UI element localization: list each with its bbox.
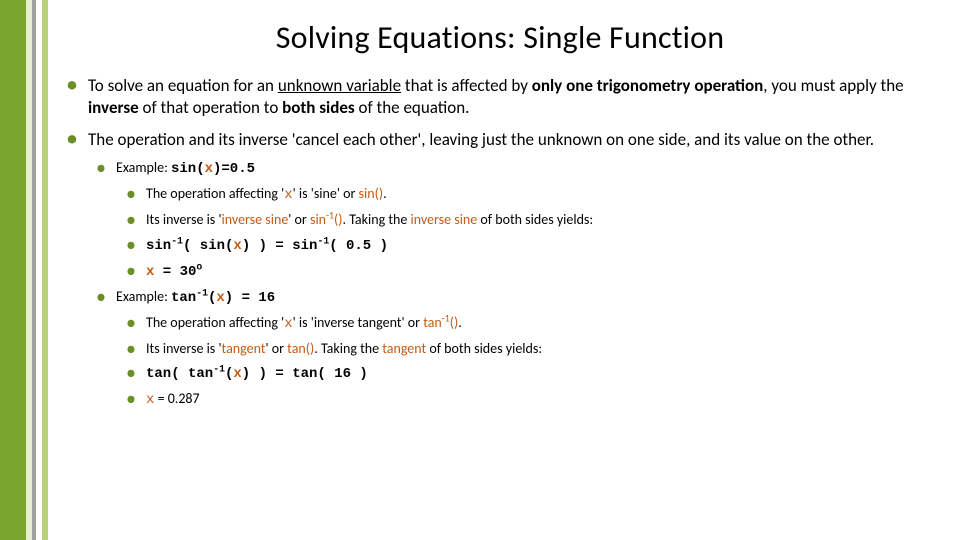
- text: To solve an equation for an: [88, 75, 278, 96]
- text: ' or: [265, 340, 287, 357]
- side-accent: [0, 0, 48, 540]
- text: ' is 'sine' or: [293, 185, 359, 202]
- bullet-list-lvl3: The operation affecting 'x' is 'sine' or…: [116, 185, 940, 282]
- text: Its inverse is ': [146, 211, 222, 228]
- highlight: inverse sine: [222, 211, 289, 228]
- ex1-step-1: The operation affecting 'x' is 'sine' or…: [116, 185, 940, 205]
- text: of the equation.: [355, 97, 470, 118]
- accent-bar-1: [0, 0, 26, 540]
- text: ' is 'inverse tangent' or: [293, 314, 424, 331]
- text: Example:: [116, 288, 171, 305]
- text: . Taking the: [343, 211, 411, 228]
- highlight: inverse sine: [411, 211, 478, 228]
- var-x: x: [284, 187, 292, 203]
- example-2: Example: tan-1(x) = 16 The operation aff…: [88, 288, 940, 410]
- example-1: Example: sin(x)=0.5 The operation affect…: [88, 159, 940, 281]
- text: that is affected by: [401, 75, 532, 96]
- text: The operation and its inverse 'cancel ea…: [88, 129, 874, 150]
- ex2-step-3: tan( tan-1(x) ) = tan( 16 ): [116, 364, 940, 384]
- text: = 0.287: [154, 390, 199, 407]
- text: . Taking the: [314, 340, 382, 357]
- ex1-step-4: x = 30o: [116, 262, 940, 282]
- text: of both sides yields:: [426, 340, 542, 357]
- ex1-step-3: sin-1( sin(x) ) = sin-1( 0.5 ): [116, 236, 940, 256]
- ex2-step-2: Its inverse is 'tangent' or tan(). Takin…: [116, 340, 940, 359]
- code: x = 30o: [146, 264, 202, 280]
- bullet-list-lvl3: The operation affecting 'x' is 'inverse …: [116, 314, 940, 411]
- text: .: [383, 185, 387, 202]
- bullet-2: The operation and its inverse 'cancel ea…: [60, 129, 940, 410]
- bold-text: only one trigonometry operation: [532, 75, 764, 96]
- code: sin-1( sin(x) ) = sin-1( 0.5 ): [146, 238, 388, 254]
- fn: tan-1(): [423, 314, 458, 331]
- text: of both sides yields:: [477, 211, 593, 228]
- fn: sin-1(): [310, 211, 343, 228]
- fn: tan(): [287, 340, 314, 357]
- text: .: [458, 314, 462, 331]
- slide-content: Solving Equations: Single Function To so…: [60, 0, 940, 540]
- bullet-list-lvl1: To solve an equation for an unknown vari…: [60, 75, 940, 410]
- highlight: tangent: [222, 340, 266, 357]
- accent-bar-5: [42, 0, 48, 540]
- ex2-step-1: The operation affecting 'x' is 'inverse …: [116, 314, 940, 334]
- text: ' or: [288, 211, 310, 228]
- var-x: x: [284, 316, 292, 332]
- highlight: tangent: [382, 340, 426, 357]
- text: , you must apply the: [763, 75, 903, 96]
- code: tan-1(x) = 16: [171, 290, 275, 306]
- bullet-list-lvl2: Example: sin(x)=0.5 The operation affect…: [88, 159, 940, 410]
- ex2-step-4: x = 0.287: [116, 390, 940, 410]
- text: of that operation to: [139, 97, 282, 118]
- text: The operation affecting ': [146, 314, 284, 331]
- underlined-text: unknown variable: [278, 75, 401, 96]
- text: Example:: [116, 159, 171, 176]
- fn: sin(): [359, 185, 384, 202]
- bold-text: inverse: [88, 97, 139, 118]
- text: The operation affecting ': [146, 185, 284, 202]
- code: tan( tan-1(x) ) = tan( 16 ): [146, 366, 368, 382]
- bullet-1: To solve an equation for an unknown vari…: [60, 75, 940, 119]
- slide-title: Solving Equations: Single Function: [60, 18, 940, 57]
- ex1-step-2: Its inverse is 'inverse sine' or sin-1()…: [116, 211, 940, 230]
- code: sin(x)=0.5: [171, 161, 255, 177]
- text: Its inverse is ': [146, 340, 222, 357]
- bold-text: both sides: [282, 97, 355, 118]
